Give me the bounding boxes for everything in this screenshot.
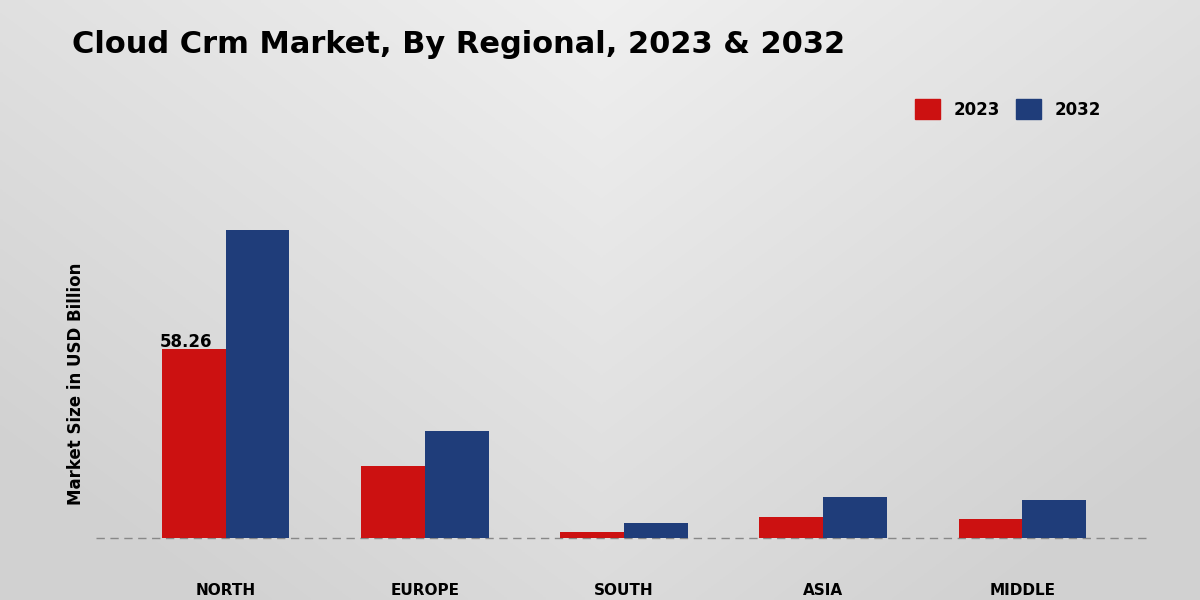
Y-axis label: Market Size in USD Billion: Market Size in USD Billion [67, 263, 85, 505]
Text: Cloud Crm Market, By Regional, 2023 & 2032: Cloud Crm Market, By Regional, 2023 & 20… [72, 30, 845, 59]
Bar [823, 497, 887, 538]
Bar [624, 523, 688, 538]
Text: 58.26: 58.26 [160, 332, 212, 350]
Bar [361, 466, 425, 538]
Bar [425, 431, 488, 538]
Bar [1022, 500, 1086, 538]
Bar [226, 230, 289, 538]
Bar [760, 517, 823, 538]
Bar [959, 519, 1022, 538]
Bar [162, 349, 226, 538]
Legend: 2023, 2032: 2023, 2032 [908, 92, 1108, 126]
Bar [560, 532, 624, 538]
